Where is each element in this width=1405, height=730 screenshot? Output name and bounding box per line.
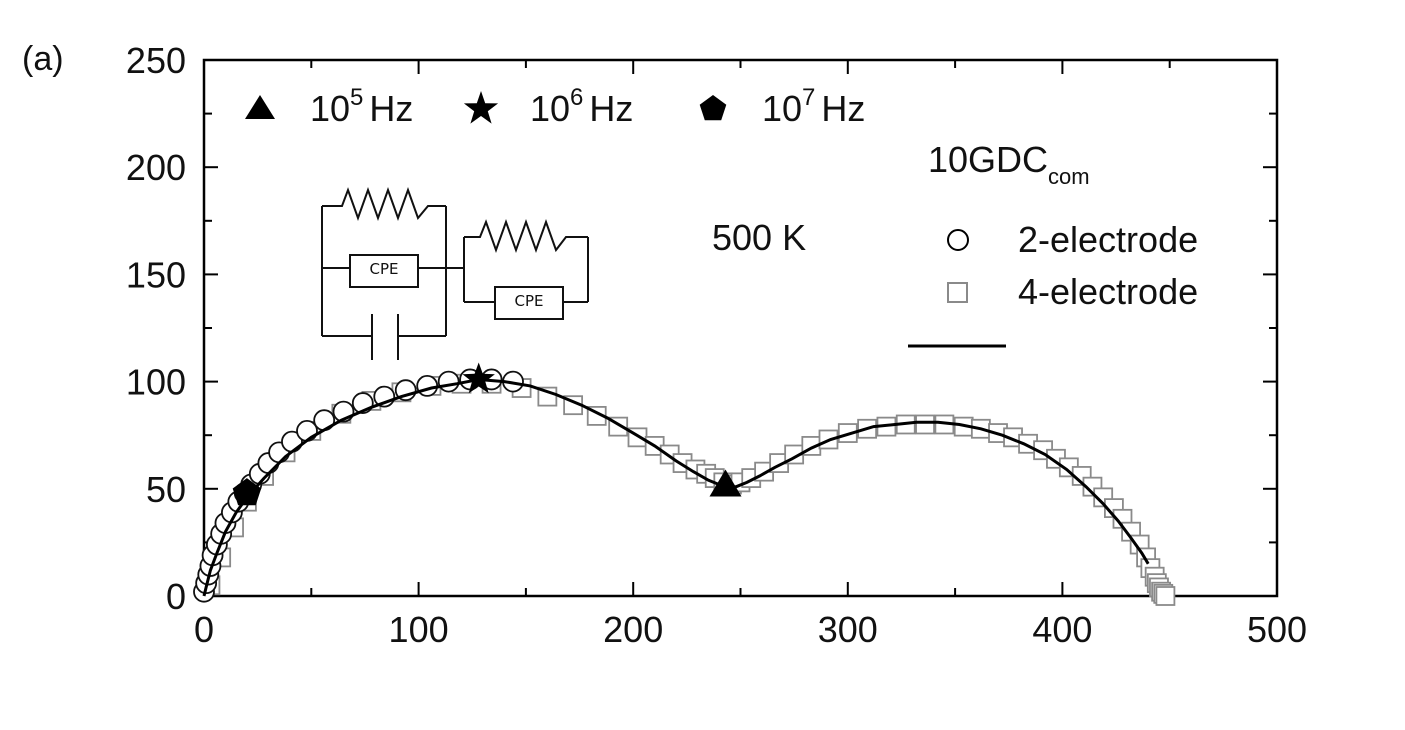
panel-label: (a) (22, 40, 64, 78)
triangle-marker-icon (245, 95, 275, 119)
y-tick-label: 200 (126, 147, 186, 188)
frequency-legend: 105 Hz 106 Hz 107 Hz (245, 84, 865, 129)
freq-label-2: 106 Hz (530, 84, 633, 129)
equivalent-circuit-inset (321, 187, 589, 360)
cpe-label-2: CPE (515, 292, 544, 310)
temperature-label: 500 K (712, 217, 806, 258)
triangle-frequency-marker (709, 469, 742, 497)
resistor-icon-2 (464, 219, 588, 253)
pentagon-marker-icon (699, 95, 727, 121)
pentagon-frequency-marker (232, 478, 262, 506)
y-tick-label: 250 (126, 40, 186, 81)
x-tick-label: 200 (603, 609, 663, 650)
axis-ticks (203, 59, 1278, 597)
frequency-markers (232, 362, 742, 506)
freq-label-3: 107 Hz (762, 84, 865, 129)
x-tick-label: 300 (818, 609, 878, 650)
legend-label-4-electrode: 4-electrode (1018, 271, 1198, 312)
x-tick-label: 0 (194, 609, 214, 650)
y-tick-label: 0 (166, 576, 186, 617)
circle-point (437, 370, 460, 393)
freq-label-1: 105 Hz (310, 84, 413, 129)
y-tick-label: 100 (126, 362, 186, 403)
square-point (1155, 586, 1176, 606)
x-tick-label: 100 (389, 609, 449, 650)
y-tick-label: 50 (146, 469, 186, 510)
resistor-icon (322, 187, 446, 221)
sample-name: 10GDCcom (928, 139, 1090, 189)
fit-line-layer (202, 377, 1150, 597)
fit-line (202, 377, 1150, 597)
circle-point (416, 374, 439, 397)
axis-tick-labels: 0 100 200 300 400 500 0 50 100 150 200 250 (126, 40, 1307, 650)
series-legend: 10GDCcom 2-electrode 4-electrode (908, 139, 1198, 348)
x-tick-label: 500 (1247, 609, 1307, 650)
open-circle-marker-icon (947, 229, 969, 251)
cpe-label-1: CPE (370, 260, 399, 278)
star-marker-icon (463, 91, 499, 124)
x-tick-label: 400 (1032, 609, 1092, 650)
y-tick-label: 150 (126, 254, 186, 295)
square-point (915, 414, 935, 435)
open-square-marker-icon (947, 282, 968, 303)
legend-label-2-electrode: 2-electrode (1018, 219, 1198, 260)
cpe-box-1 (349, 254, 419, 288)
star-frequency-marker (462, 362, 495, 394)
